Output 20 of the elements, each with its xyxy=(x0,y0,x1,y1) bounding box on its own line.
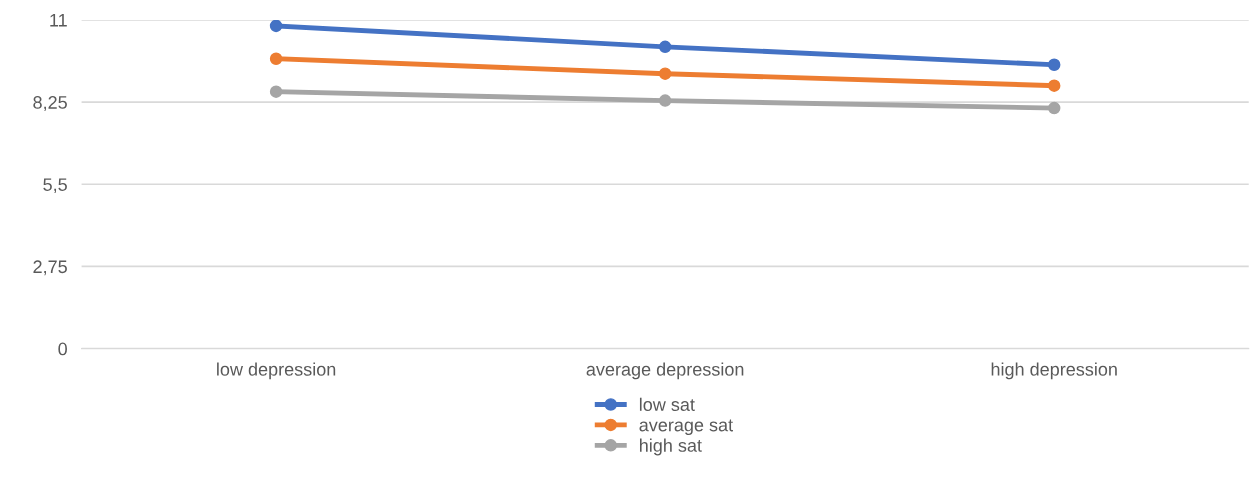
point xyxy=(658,94,672,107)
legend-label: high sat xyxy=(639,438,702,456)
point xyxy=(1047,79,1061,92)
legend-label: average sat xyxy=(639,419,733,435)
point xyxy=(269,85,283,98)
y-tick-label: 8,25 xyxy=(33,96,67,111)
x-tick-label: high depression xyxy=(991,362,1117,380)
point xyxy=(269,19,283,33)
point xyxy=(269,52,283,66)
y-tick-label: 2,75 xyxy=(33,260,67,276)
point xyxy=(658,40,672,54)
point xyxy=(1047,58,1061,71)
point xyxy=(1047,101,1061,115)
y-tick-label: 0 xyxy=(58,342,67,356)
y-tick-label: 11 xyxy=(50,14,67,27)
y-tick-label: 5,5 xyxy=(43,178,67,194)
x-tick-label: average depression xyxy=(586,362,744,380)
x-tick-label: low depression xyxy=(217,362,336,380)
legend-label: low sat xyxy=(639,397,695,411)
point xyxy=(658,67,672,80)
